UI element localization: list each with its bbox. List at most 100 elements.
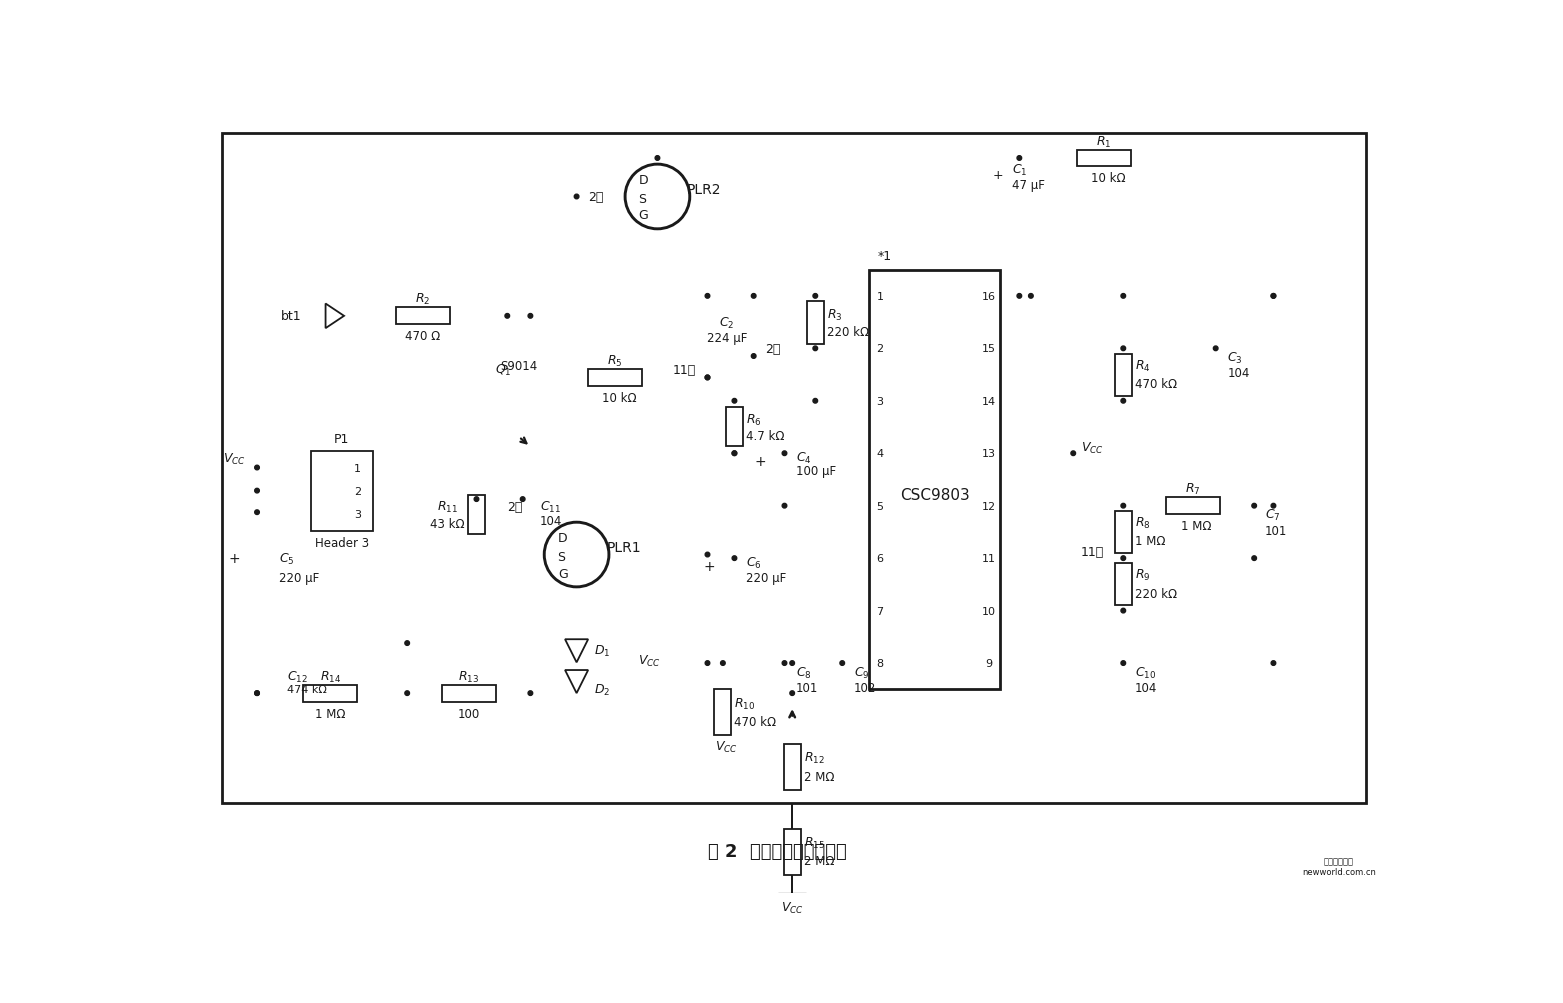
Bar bbox=[588, 369, 642, 386]
Text: 220 kΩ: 220 kΩ bbox=[827, 325, 869, 338]
Circle shape bbox=[1121, 347, 1125, 351]
Text: $R_8$: $R_8$ bbox=[1135, 516, 1150, 531]
Circle shape bbox=[505, 314, 510, 319]
Circle shape bbox=[1271, 661, 1275, 666]
Text: $V_{CC}$: $V_{CC}$ bbox=[716, 739, 738, 754]
Text: 11: 11 bbox=[982, 554, 996, 564]
Text: $R_4$: $R_4$ bbox=[1135, 358, 1150, 373]
Bar bbox=[1114, 512, 1132, 554]
Circle shape bbox=[1018, 294, 1022, 299]
Text: 470 kΩ: 470 kΩ bbox=[1135, 378, 1177, 391]
Text: $D_2$: $D_2$ bbox=[594, 682, 610, 697]
Circle shape bbox=[1121, 557, 1125, 561]
Text: $R_{10}$: $R_{10}$ bbox=[735, 696, 755, 711]
Circle shape bbox=[1028, 294, 1033, 299]
Text: S9014: S9014 bbox=[500, 360, 538, 373]
Text: 1 MΩ: 1 MΩ bbox=[1135, 535, 1166, 548]
Text: $R_3$: $R_3$ bbox=[827, 308, 842, 323]
Text: 104: 104 bbox=[539, 515, 563, 528]
Text: 1 MΩ: 1 MΩ bbox=[314, 707, 345, 720]
Circle shape bbox=[839, 661, 844, 666]
Text: 12: 12 bbox=[982, 502, 996, 512]
Text: PLR1: PLR1 bbox=[606, 541, 642, 555]
Bar bbox=[714, 690, 731, 736]
Text: 16: 16 bbox=[982, 292, 996, 302]
Text: 2 MΩ: 2 MΩ bbox=[803, 770, 835, 783]
Text: $C_7$: $C_7$ bbox=[1264, 508, 1280, 523]
Text: $C_8$: $C_8$ bbox=[796, 665, 811, 680]
Text: 474 kΩ: 474 kΩ bbox=[288, 684, 327, 694]
Text: 2脚: 2脚 bbox=[588, 191, 603, 204]
Text: 11脚: 11脚 bbox=[1082, 546, 1103, 559]
Text: $R_6$: $R_6$ bbox=[746, 412, 761, 427]
Text: 102: 102 bbox=[853, 681, 877, 694]
Text: 220 μF: 220 μF bbox=[278, 572, 319, 585]
Text: 3: 3 bbox=[355, 510, 361, 520]
Text: $C_2$: $C_2$ bbox=[719, 315, 735, 330]
Circle shape bbox=[1121, 294, 1125, 299]
Text: 7: 7 bbox=[877, 606, 883, 616]
Circle shape bbox=[752, 294, 756, 299]
Text: 220 μF: 220 μF bbox=[746, 572, 786, 585]
Circle shape bbox=[405, 691, 410, 696]
Circle shape bbox=[731, 557, 736, 561]
Text: S: S bbox=[638, 193, 646, 206]
Text: $R_{13}$: $R_{13}$ bbox=[458, 669, 480, 684]
Circle shape bbox=[1018, 156, 1022, 161]
Bar bbox=[395, 308, 450, 325]
Text: 43 kΩ: 43 kΩ bbox=[430, 518, 464, 531]
Circle shape bbox=[655, 156, 660, 161]
Circle shape bbox=[405, 641, 410, 646]
Text: +: + bbox=[228, 552, 239, 566]
Text: 4.7 kΩ: 4.7 kΩ bbox=[746, 430, 785, 443]
Text: 8: 8 bbox=[877, 658, 883, 668]
Bar bbox=[222, 134, 1366, 803]
Text: $R_{15}$: $R_{15}$ bbox=[803, 835, 825, 851]
Text: 47 μF: 47 μF bbox=[1011, 180, 1044, 193]
Text: $C_{11}$: $C_{11}$ bbox=[539, 499, 561, 515]
Circle shape bbox=[528, 691, 533, 696]
Text: $C_9$: $C_9$ bbox=[853, 665, 869, 680]
Text: 10 kΩ: 10 kΩ bbox=[1091, 173, 1125, 186]
Circle shape bbox=[705, 376, 710, 380]
Text: 220 kΩ: 220 kΩ bbox=[1135, 587, 1177, 600]
Text: 2: 2 bbox=[355, 486, 361, 496]
Text: 224 μF: 224 μF bbox=[706, 332, 747, 345]
Text: $V_{CC}$: $V_{CC}$ bbox=[222, 451, 245, 466]
Circle shape bbox=[705, 294, 710, 299]
Text: 100: 100 bbox=[458, 707, 480, 720]
Circle shape bbox=[813, 294, 817, 299]
Circle shape bbox=[574, 195, 578, 200]
Circle shape bbox=[789, 691, 794, 696]
Text: $D_1$: $D_1$ bbox=[594, 644, 610, 659]
Circle shape bbox=[1271, 504, 1275, 509]
Text: CSC9803: CSC9803 bbox=[900, 487, 969, 503]
Text: 10 kΩ: 10 kΩ bbox=[602, 391, 636, 404]
Circle shape bbox=[255, 465, 259, 470]
Bar bbox=[1166, 497, 1219, 515]
Text: $R_{14}$: $R_{14}$ bbox=[319, 669, 341, 684]
Polygon shape bbox=[566, 670, 588, 693]
Text: 2: 2 bbox=[877, 344, 883, 354]
Bar bbox=[1114, 354, 1132, 396]
Text: $R_{11}$: $R_{11}$ bbox=[436, 499, 458, 515]
Bar bbox=[807, 302, 824, 344]
Text: $C_{12}$: $C_{12}$ bbox=[288, 669, 308, 684]
Text: 4: 4 bbox=[877, 448, 883, 458]
Text: $R_2$: $R_2$ bbox=[414, 292, 430, 307]
Text: 104: 104 bbox=[1227, 367, 1249, 380]
Text: 101: 101 bbox=[796, 681, 819, 694]
Text: $V_{CC}$: $V_{CC}$ bbox=[1082, 440, 1103, 455]
Polygon shape bbox=[325, 304, 344, 329]
Circle shape bbox=[789, 661, 794, 666]
Text: 15: 15 bbox=[982, 344, 996, 354]
Circle shape bbox=[474, 497, 478, 502]
Text: $Q_1$: $Q_1$ bbox=[495, 363, 511, 378]
Text: Header 3: Header 3 bbox=[314, 537, 369, 550]
Text: $C_{10}$: $C_{10}$ bbox=[1135, 665, 1157, 680]
Circle shape bbox=[782, 504, 786, 509]
Bar bbox=[1077, 150, 1132, 168]
Circle shape bbox=[1121, 661, 1125, 666]
Text: 14: 14 bbox=[982, 396, 996, 406]
Text: 2脚: 2脚 bbox=[508, 500, 522, 514]
